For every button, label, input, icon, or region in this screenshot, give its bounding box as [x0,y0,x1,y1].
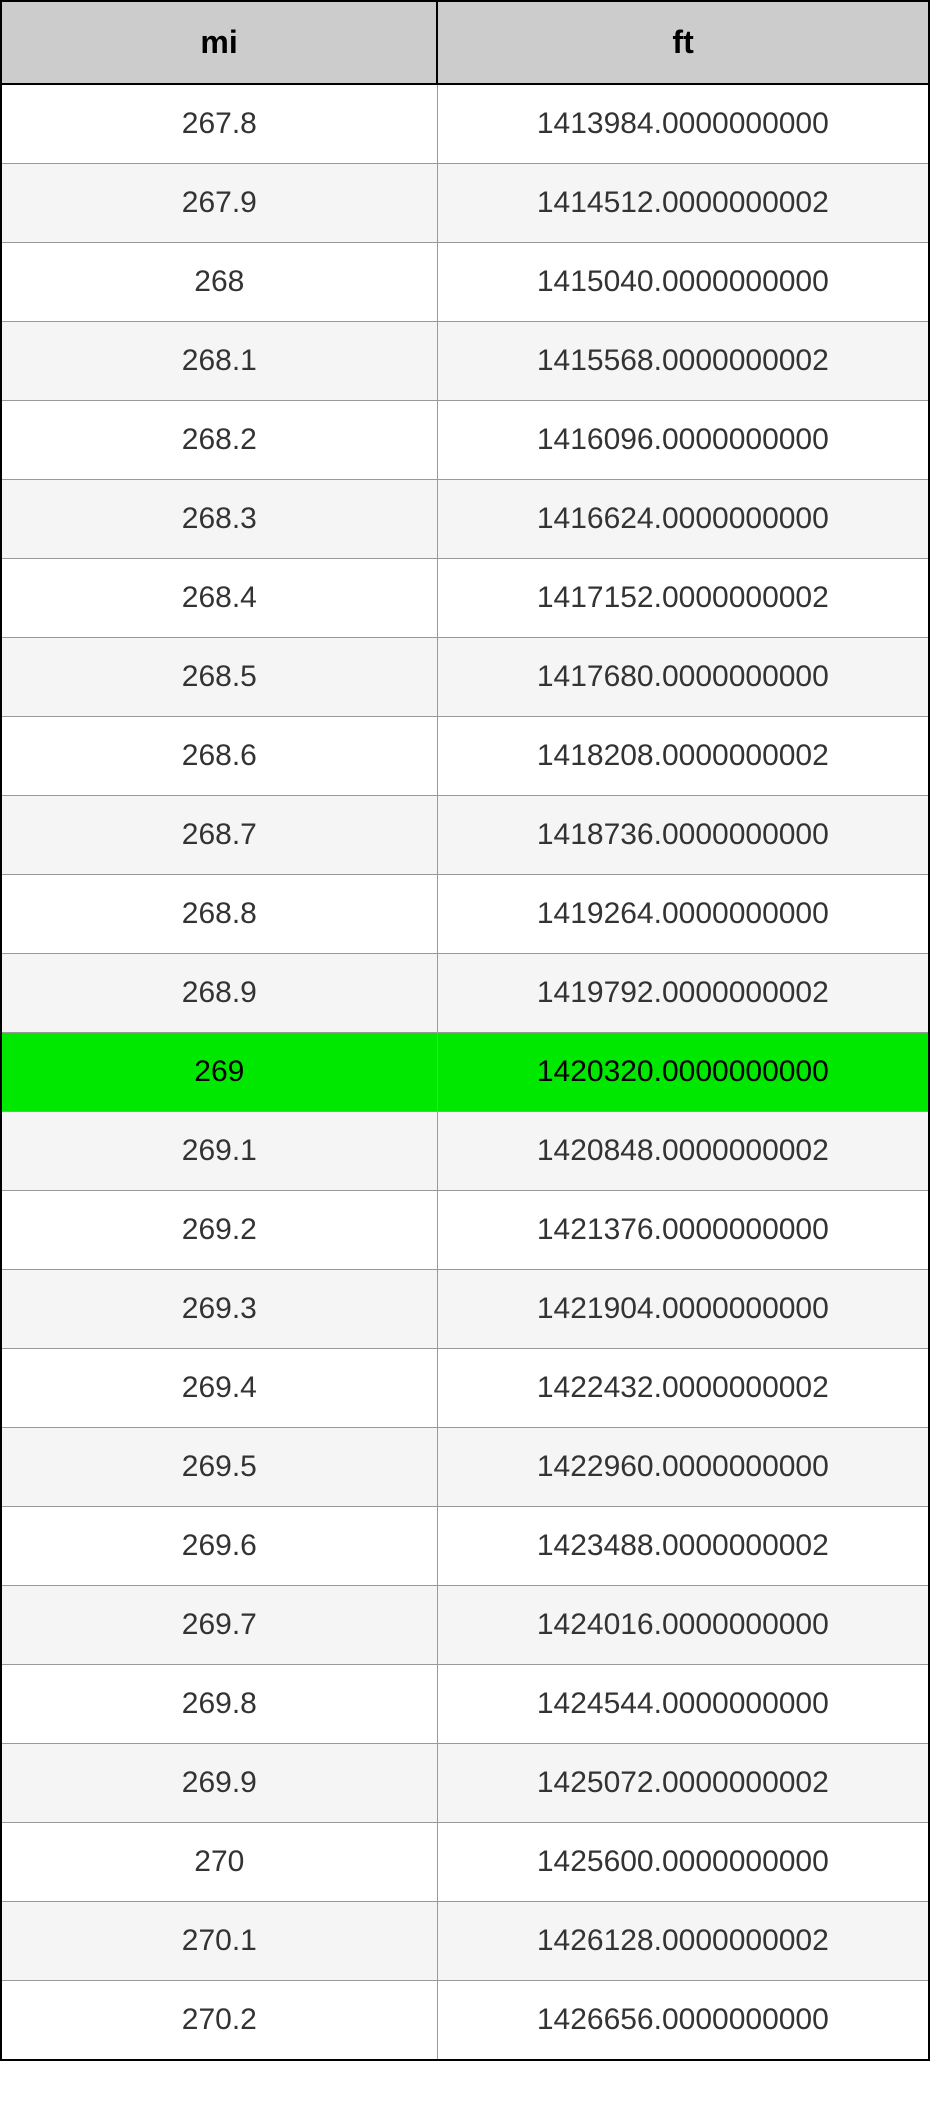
cell-ft: 1419264.0000000000 [437,875,929,954]
cell-ft: 1420848.0000000002 [437,1112,929,1191]
table-row: 269.71424016.0000000000 [1,1586,929,1665]
conversion-table: mi ft 267.81413984.0000000000267.9141451… [0,0,930,2061]
table-row: 269.21421376.0000000000 [1,1191,929,1270]
table-row: 268.11415568.0000000002 [1,322,929,401]
cell-ft: 1419792.0000000002 [437,954,929,1033]
cell-ft: 1418736.0000000000 [437,796,929,875]
cell-mi: 269.7 [1,1586,437,1665]
table-row: 269.41422432.0000000002 [1,1349,929,1428]
cell-mi: 268.7 [1,796,437,875]
cell-ft: 1424016.0000000000 [437,1586,929,1665]
cell-ft: 1420320.0000000000 [437,1033,929,1112]
table-row: 268.41417152.0000000002 [1,559,929,638]
table-row: 268.71418736.0000000000 [1,796,929,875]
cell-mi: 268.3 [1,480,437,559]
cell-mi: 268.6 [1,717,437,796]
cell-ft: 1413984.0000000000 [437,84,929,164]
table-row: 2701425600.0000000000 [1,1823,929,1902]
cell-mi: 268.5 [1,638,437,717]
cell-mi: 269.1 [1,1112,437,1191]
cell-mi: 269.9 [1,1744,437,1823]
column-header-ft: ft [437,1,929,84]
table-row: 269.61423488.0000000002 [1,1507,929,1586]
cell-mi: 268.8 [1,875,437,954]
table-row: 270.21426656.0000000000 [1,1981,929,2061]
table-row: 268.31416624.0000000000 [1,480,929,559]
cell-mi: 268.4 [1,559,437,638]
cell-ft: 1415040.0000000000 [437,243,929,322]
cell-ft: 1418208.0000000002 [437,717,929,796]
cell-ft: 1423488.0000000002 [437,1507,929,1586]
table-row: 2691420320.0000000000 [1,1033,929,1112]
cell-ft: 1421904.0000000000 [437,1270,929,1349]
cell-ft: 1416624.0000000000 [437,480,929,559]
table-row: 267.91414512.0000000002 [1,164,929,243]
table-body: 267.81413984.0000000000267.91414512.0000… [1,84,929,2060]
column-header-mi: mi [1,1,437,84]
cell-mi: 269.2 [1,1191,437,1270]
cell-mi: 268.9 [1,954,437,1033]
cell-ft: 1422960.0000000000 [437,1428,929,1507]
table-row: 269.81424544.0000000000 [1,1665,929,1744]
table-row: 2681415040.0000000000 [1,243,929,322]
table-header: mi ft [1,1,929,84]
cell-ft: 1426128.0000000002 [437,1902,929,1981]
cell-ft: 1425072.0000000002 [437,1744,929,1823]
table-row: 268.81419264.0000000000 [1,875,929,954]
cell-ft: 1424544.0000000000 [437,1665,929,1744]
table-header-row: mi ft [1,1,929,84]
cell-mi: 267.9 [1,164,437,243]
table-row: 268.61418208.0000000002 [1,717,929,796]
cell-mi: 269.4 [1,1349,437,1428]
table-row: 270.11426128.0000000002 [1,1902,929,1981]
cell-mi: 270 [1,1823,437,1902]
cell-ft: 1417680.0000000000 [437,638,929,717]
cell-mi: 268.1 [1,322,437,401]
table-row: 269.31421904.0000000000 [1,1270,929,1349]
table-row: 269.11420848.0000000002 [1,1112,929,1191]
cell-ft: 1415568.0000000002 [437,322,929,401]
cell-mi: 269 [1,1033,437,1112]
cell-mi: 270.1 [1,1902,437,1981]
cell-mi: 268 [1,243,437,322]
table-row: 268.51417680.0000000000 [1,638,929,717]
cell-mi: 269.6 [1,1507,437,1586]
table-row: 269.51422960.0000000000 [1,1428,929,1507]
table-row: 268.91419792.0000000002 [1,954,929,1033]
cell-mi: 269.5 [1,1428,437,1507]
cell-ft: 1421376.0000000000 [437,1191,929,1270]
cell-mi: 268.2 [1,401,437,480]
cell-ft: 1417152.0000000002 [437,559,929,638]
cell-ft: 1422432.0000000002 [437,1349,929,1428]
cell-mi: 269.3 [1,1270,437,1349]
cell-ft: 1416096.0000000000 [437,401,929,480]
cell-ft: 1425600.0000000000 [437,1823,929,1902]
cell-ft: 1414512.0000000002 [437,164,929,243]
cell-mi: 267.8 [1,84,437,164]
table-row: 268.21416096.0000000000 [1,401,929,480]
table-row: 269.91425072.0000000002 [1,1744,929,1823]
cell-mi: 270.2 [1,1981,437,2061]
table-row: 267.81413984.0000000000 [1,84,929,164]
cell-ft: 1426656.0000000000 [437,1981,929,2061]
cell-mi: 269.8 [1,1665,437,1744]
